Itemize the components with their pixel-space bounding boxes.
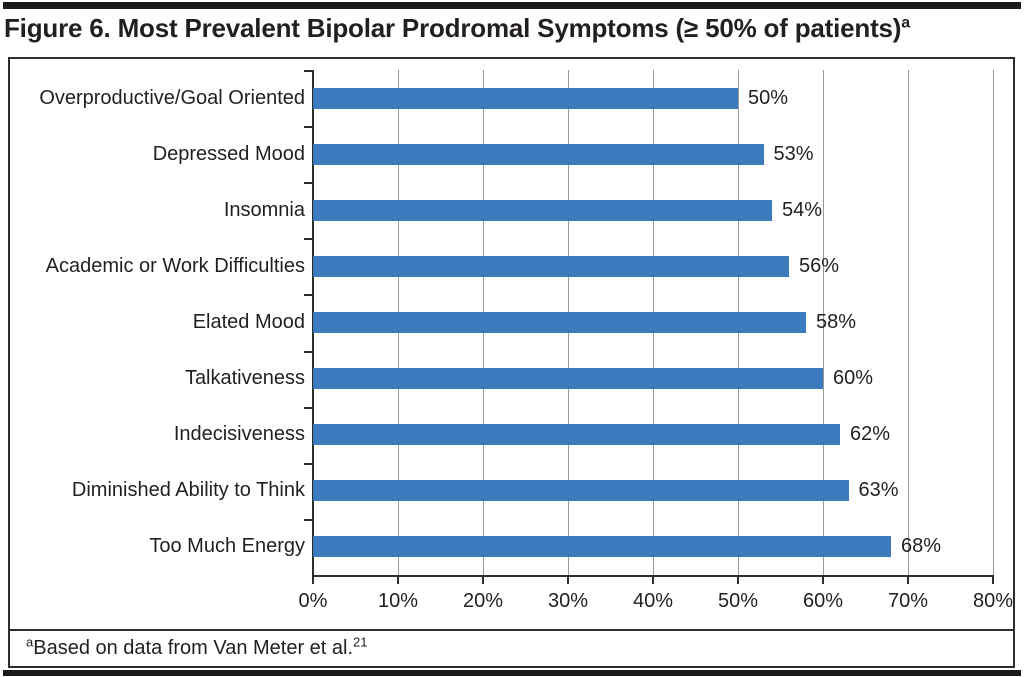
footnote-box: aBased on data from Van Meter et al.21 (8, 629, 1015, 668)
category-label: Indecisiveness (173, 423, 305, 446)
value-label: 56% (799, 254, 840, 277)
footnote-reference-superscript: 21 (353, 634, 368, 650)
bar (313, 199, 772, 221)
x-axis-tick (822, 575, 824, 584)
y-axis-tick (304, 462, 313, 465)
x-tick-label: 70% (887, 590, 929, 612)
x-tick-label: 0% (298, 590, 328, 612)
bar (313, 312, 806, 333)
x-axis-tick (482, 575, 484, 584)
category-label: Too Much Energy (149, 535, 305, 558)
category-label: Overproductive/Goal Oriented (39, 86, 305, 109)
value-label: 50% (748, 86, 789, 109)
top-rule (3, 2, 1021, 9)
y-axis-tick (304, 350, 313, 353)
x-axis-tick (737, 575, 739, 584)
footnote: aBased on data from Van Meter et al.21 (26, 634, 368, 660)
x-tick-label: 50% (717, 590, 759, 612)
value-label: 58% (816, 311, 857, 333)
bar (313, 143, 764, 165)
category-label: Depressed Mood (152, 142, 305, 165)
footnote-marker-superscript: a (26, 634, 34, 650)
x-axis-tick (992, 575, 994, 584)
bar (313, 424, 840, 446)
x-axis-tick (907, 575, 909, 584)
bar (313, 368, 823, 390)
value-label: 53% (773, 142, 814, 165)
x-axis-tick (397, 575, 399, 584)
gridline (822, 70, 824, 575)
category-label: Diminished Ability to Think (71, 479, 305, 502)
y-axis-tick (304, 70, 313, 72)
value-label: 60% (833, 367, 874, 390)
category-label: Elated Mood (192, 310, 305, 333)
y-axis-tick (304, 126, 313, 129)
bar (313, 87, 738, 109)
chart-box: Overproductive/Goal Oriented Depressed Mo… (8, 57, 1015, 631)
plot-area: 50% 53% 54% 56% 58% 60% 62% 63% 68% 0% 10% 20% 30% 40… (299, 70, 1013, 612)
x-tick-label: 10% (377, 590, 419, 612)
x-tick-label: 30% (547, 590, 589, 612)
x-axis-tick (652, 575, 654, 584)
category-label: Insomnia (223, 198, 305, 221)
gridline (992, 70, 994, 575)
value-label: 62% (850, 423, 891, 446)
x-axis-tick (567, 575, 569, 584)
category-label: Talkativeness (184, 367, 305, 390)
bar (313, 480, 849, 502)
bottom-rule (3, 670, 1021, 676)
y-axis-tick (304, 294, 313, 297)
bar (313, 255, 789, 277)
bar (313, 536, 891, 558)
y-axis-tick (304, 238, 313, 241)
x-tick-label: 40% (632, 590, 674, 612)
x-axis-tick (312, 575, 314, 584)
value-label: 54% (782, 198, 823, 221)
category-labels: Overproductive/Goal Oriented Depressed Mo… (10, 70, 305, 575)
y-axis-tick (304, 182, 313, 185)
y-axis-tick (304, 406, 313, 409)
figure-title-text: Figure 6. Most Prevalent Bipolar Prodrom… (4, 13, 902, 43)
figure-title: Figure 6. Most Prevalent Bipolar Prodrom… (4, 13, 910, 44)
value-label: 68% (901, 535, 942, 558)
category-label: Academic or Work Difficulties (45, 254, 305, 277)
x-tick-label: 20% (462, 590, 504, 612)
x-tick-label: 60% (802, 590, 844, 612)
figure-title-superscript: a (901, 14, 910, 32)
gridline (907, 70, 909, 575)
x-tick-label: 80% (972, 590, 1014, 612)
footnote-text: Based on data from Van Meter et al. (33, 637, 354, 659)
value-label: 63% (858, 479, 899, 502)
y-axis-tick (304, 518, 313, 521)
